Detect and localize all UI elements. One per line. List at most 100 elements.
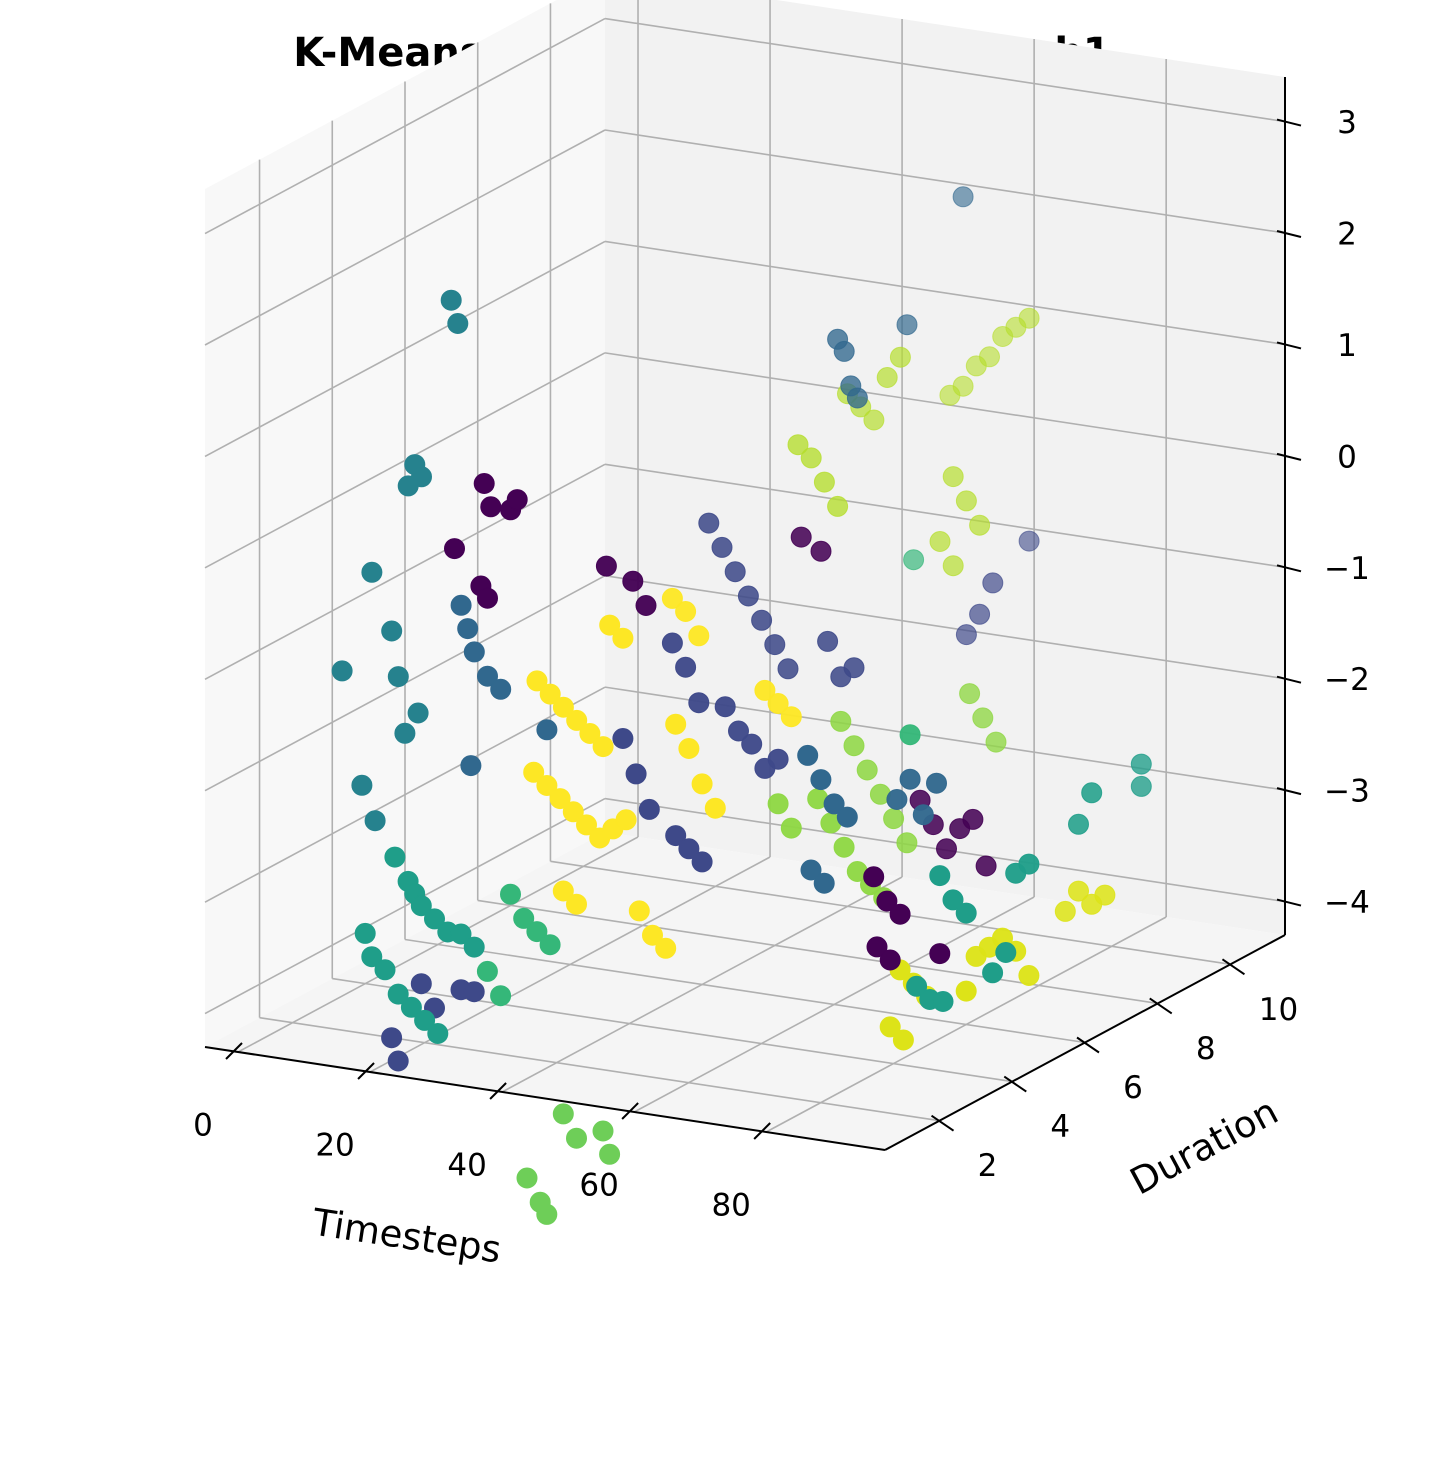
data-point-c11 [767, 793, 789, 815]
z-tick-mark [1276, 230, 1302, 238]
data-point-c6 [490, 985, 512, 1007]
data-point-c2 [625, 763, 647, 785]
y-axis-label: Duration [1123, 1090, 1285, 1204]
data-point-c11 [959, 683, 981, 705]
data-point-c2 [661, 632, 683, 654]
data-point-c2 [737, 585, 759, 607]
data-point-c9 [675, 601, 697, 622]
data-point-c5 [374, 959, 396, 981]
data-point-c5 [995, 942, 1017, 963]
data-point-c0 [866, 936, 888, 958]
data-point-c9 [704, 797, 726, 819]
data-point-c0 [444, 538, 465, 560]
grid-line-z-back [604, 574, 1286, 680]
y-tick-mark [1149, 997, 1173, 1015]
data-point-c3 [460, 755, 482, 777]
data-point-c0 [480, 496, 502, 518]
data-point-c3 [797, 744, 819, 766]
data-point-c8 [813, 471, 835, 493]
data-point-c6 [476, 960, 498, 982]
data-point-c2 [724, 561, 746, 583]
data-point-c2 [1018, 530, 1040, 552]
data-point-c2 [955, 624, 977, 646]
data-point-c2 [688, 692, 710, 714]
data-point-c3 [536, 719, 558, 741]
data-point-c4 [440, 289, 462, 311]
data-point-c3 [477, 665, 498, 687]
data-point-c3 [836, 806, 858, 828]
z-tick-label: −4 [1324, 885, 1370, 921]
data-point-c9 [552, 880, 574, 902]
y-tick-mark [1003, 1075, 1027, 1093]
data-point-c5 [463, 936, 485, 958]
data-point-c2 [612, 728, 634, 749]
grid-line-y-floor [477, 899, 1158, 1005]
z-tick-label: −1 [1324, 551, 1370, 587]
data-point-c5 [1130, 775, 1152, 797]
data-point-c0 [473, 473, 495, 494]
data-point-c2 [767, 748, 789, 770]
grid-line-y-floor [332, 977, 1013, 1083]
data-point-c4 [447, 313, 469, 334]
grid-line-z-side [204, 17, 606, 235]
z-tick-mark [1276, 675, 1302, 684]
data-point-c5 [906, 975, 928, 997]
data-point-c0 [962, 808, 984, 830]
grid-line-z-back [604, 17, 1286, 123]
data-point-c4 [381, 620, 403, 642]
data-point-c9 [661, 587, 683, 609]
data-point-c0 [595, 555, 617, 577]
data-point-c0 [790, 526, 812, 548]
data-point-c8 [929, 531, 951, 552]
x-tick-label: 60 [579, 1168, 618, 1204]
data-point-c2 [728, 720, 749, 742]
data-point-c3 [833, 340, 855, 362]
grid-line-y-floor [404, 938, 1086, 1044]
data-point-c2 [969, 603, 991, 625]
data-point-c2 [675, 656, 697, 678]
data-point-c2 [777, 658, 799, 680]
data-point-c9 [688, 625, 710, 647]
z-tick-mark [1276, 898, 1302, 907]
data-point-c11 [856, 759, 878, 781]
data-point-c6 [500, 883, 521, 905]
z-tick-label: −2 [1324, 662, 1370, 698]
data-point-c3 [450, 594, 472, 616]
data-point-c5 [1081, 782, 1103, 804]
data-point-c3 [926, 772, 947, 794]
z-tick-mark [1276, 118, 1302, 127]
data-point-c2 [751, 609, 773, 631]
data-point-c8 [889, 346, 911, 368]
data-point-c2 [843, 657, 865, 679]
data-point-c7 [516, 1167, 538, 1189]
y-tick-label: 10 [1259, 992, 1298, 1028]
data-point-c3 [463, 641, 485, 663]
data-point-c11 [843, 735, 865, 757]
data-point-c8 [876, 367, 898, 388]
grid-line-z-side [204, 129, 606, 346]
z-tick-mark [1276, 564, 1302, 573]
data-point-c9 [642, 924, 663, 946]
data-point-c3 [813, 872, 835, 894]
data-point-c9 [754, 679, 776, 701]
data-point-c10 [879, 1016, 901, 1038]
grid-line-z-side [204, 352, 606, 569]
data-point-c2 [711, 536, 733, 558]
grid-line-z-side [204, 240, 606, 458]
data-point-c8 [1018, 307, 1040, 329]
data-point-c6 [539, 934, 561, 956]
data-point-c7 [552, 1103, 574, 1125]
data-point-c9 [615, 809, 637, 831]
x-tick-mark [621, 1102, 639, 1120]
y-tick-mark [1221, 958, 1246, 976]
data-point-c0 [863, 866, 885, 888]
data-point-c8 [863, 409, 885, 431]
data-point-c9 [552, 696, 574, 718]
data-point-c3 [800, 859, 822, 881]
data-point-c4 [364, 810, 386, 832]
data-point-c5 [384, 846, 406, 868]
data-point-c9 [526, 670, 548, 692]
data-points [331, 186, 1152, 1225]
data-point-c4 [361, 561, 383, 583]
